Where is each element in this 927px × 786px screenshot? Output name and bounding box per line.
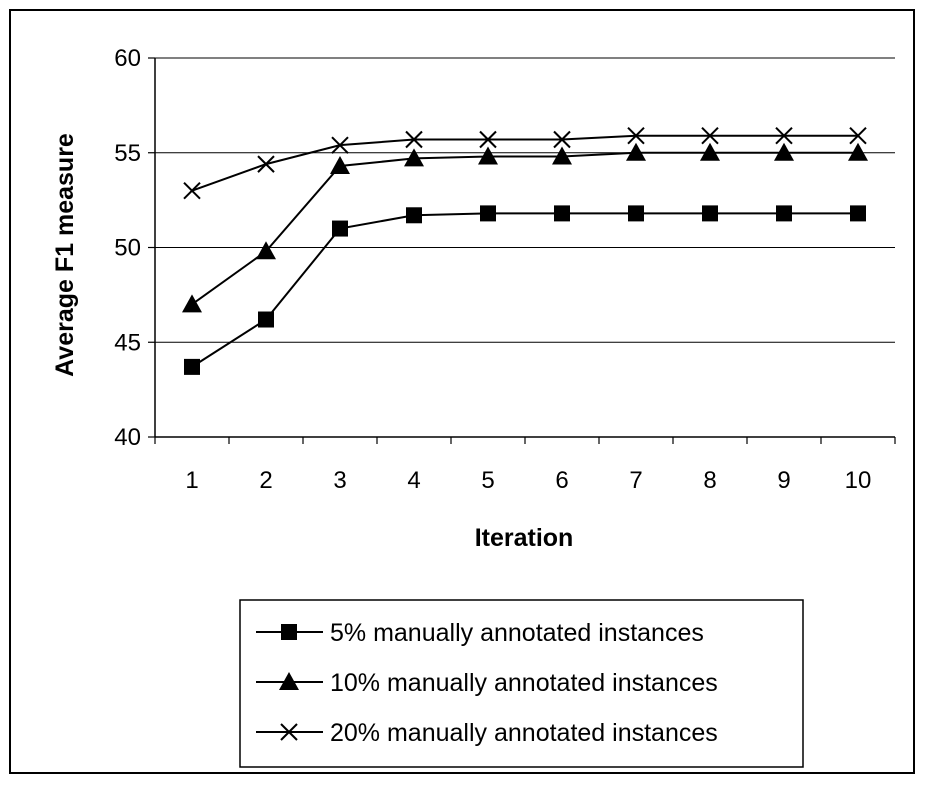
square-marker	[776, 205, 792, 222]
square-marker	[281, 624, 297, 640]
y-tick-label: 50	[114, 235, 141, 262]
triangle-marker	[182, 294, 202, 313]
x-tick-label: 10	[845, 467, 872, 494]
x-marker	[775, 126, 793, 145]
y-tick-label: 60	[114, 45, 141, 72]
square-marker	[628, 205, 644, 222]
x-marker-stroke	[257, 155, 275, 173]
series-group	[182, 126, 868, 375]
x-tick-label: 1	[185, 467, 198, 494]
triangle-marker	[626, 142, 646, 161]
x-tick-label: 8	[703, 467, 716, 494]
x-marker	[701, 126, 719, 145]
square-marker	[850, 205, 866, 222]
axes	[148, 57, 896, 444]
square-marker	[184, 358, 200, 375]
square-marker	[258, 311, 274, 328]
x-marker-stroke	[479, 130, 497, 149]
series-line	[191, 212, 858, 368]
triangle-marker	[256, 241, 276, 260]
x-marker	[627, 126, 645, 145]
x-axis-title: Iteration	[475, 524, 574, 552]
y-tick-label: 45	[114, 329, 141, 356]
series-1	[184, 205, 866, 375]
legend-box	[239, 599, 804, 768]
triangle-marker	[404, 148, 424, 167]
legend: 5% manually annotated instances 10% manua…	[239, 599, 804, 768]
legend-item-2: 10% manually annotated instances	[256, 669, 718, 697]
series-line	[191, 151, 858, 306]
legend-item-1: 5% manually annotated instances	[256, 619, 704, 647]
x-marker	[257, 155, 275, 173]
x-marker	[479, 130, 497, 149]
triangle-marker	[700, 142, 720, 161]
y-tick-label: 55	[114, 140, 141, 167]
x-marker	[849, 126, 867, 145]
x-marker	[280, 723, 298, 741]
triangle-marker	[774, 142, 794, 161]
x-marker	[553, 130, 571, 149]
square-marker	[702, 205, 718, 222]
x-marker-stroke	[849, 126, 867, 145]
square-marker	[480, 205, 496, 222]
x-tick-label: 2	[259, 467, 272, 494]
x-marker	[183, 181, 201, 200]
x-marker-stroke	[701, 126, 719, 145]
x-tick-label: 5	[481, 467, 494, 494]
x-marker-stroke	[775, 126, 793, 145]
square-marker	[554, 205, 570, 222]
legend-item-3: 20% manually annotated instances	[256, 719, 718, 747]
gridlines	[155, 57, 895, 343]
series-line	[191, 134, 858, 192]
triangle-marker	[478, 146, 498, 165]
x-marker-stroke	[331, 136, 349, 154]
square-marker	[332, 220, 348, 237]
triangle-marker	[848, 142, 868, 161]
triangle-marker	[279, 672, 299, 690]
legend-label: 5% manually annotated instances	[330, 619, 704, 647]
y-tick-label: 40	[114, 424, 141, 451]
x-marker-stroke	[280, 723, 298, 741]
x-tick-label: 3	[333, 467, 346, 494]
legend-label: 20% manually annotated instances	[330, 719, 718, 747]
series-3	[183, 126, 867, 200]
x-marker-stroke	[627, 126, 645, 145]
x-marker-stroke	[405, 130, 423, 149]
x-tick-label: 4	[407, 467, 420, 494]
legend-label: 10% manually annotated instances	[330, 669, 718, 697]
triangle-marker	[330, 156, 350, 175]
square-marker	[406, 207, 422, 224]
x-marker	[331, 136, 349, 154]
x-marker-stroke	[553, 130, 571, 149]
x-tick-label: 6	[555, 467, 568, 494]
x-marker	[405, 130, 423, 149]
triangle-marker	[552, 146, 572, 165]
series-2	[182, 142, 868, 313]
x-marker-stroke	[183, 181, 201, 200]
x-tick-label: 7	[629, 467, 642, 494]
y-axis-title: Average F1 measure	[51, 133, 79, 377]
x-tick-label: 9	[777, 467, 790, 494]
